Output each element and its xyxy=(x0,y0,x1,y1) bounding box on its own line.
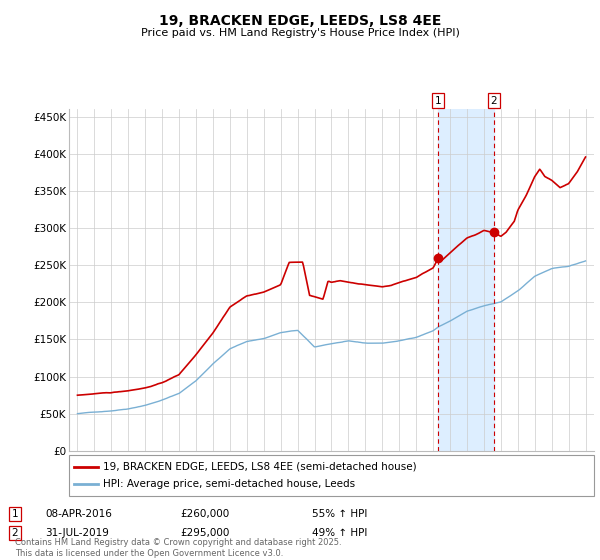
Text: 2: 2 xyxy=(490,96,497,106)
Text: Contains HM Land Registry data © Crown copyright and database right 2025.
This d: Contains HM Land Registry data © Crown c… xyxy=(15,538,341,558)
Text: 55% ↑ HPI: 55% ↑ HPI xyxy=(312,509,367,519)
Text: 19, BRACKEN EDGE, LEEDS, LS8 4EE (semi-detached house): 19, BRACKEN EDGE, LEEDS, LS8 4EE (semi-d… xyxy=(103,461,417,472)
Text: 1: 1 xyxy=(11,509,19,519)
Text: 2: 2 xyxy=(11,528,19,538)
Text: HPI: Average price, semi-detached house, Leeds: HPI: Average price, semi-detached house,… xyxy=(103,479,355,489)
Text: £295,000: £295,000 xyxy=(180,528,229,538)
Text: 1: 1 xyxy=(434,96,441,106)
Text: 49% ↑ HPI: 49% ↑ HPI xyxy=(312,528,367,538)
Text: 19, BRACKEN EDGE, LEEDS, LS8 4EE: 19, BRACKEN EDGE, LEEDS, LS8 4EE xyxy=(159,14,441,28)
Text: £260,000: £260,000 xyxy=(180,509,229,519)
Text: 31-JUL-2019: 31-JUL-2019 xyxy=(45,528,109,538)
Bar xyxy=(437,109,494,451)
Text: Price paid vs. HM Land Registry's House Price Index (HPI): Price paid vs. HM Land Registry's House … xyxy=(140,28,460,38)
Text: 08-APR-2016: 08-APR-2016 xyxy=(45,509,112,519)
